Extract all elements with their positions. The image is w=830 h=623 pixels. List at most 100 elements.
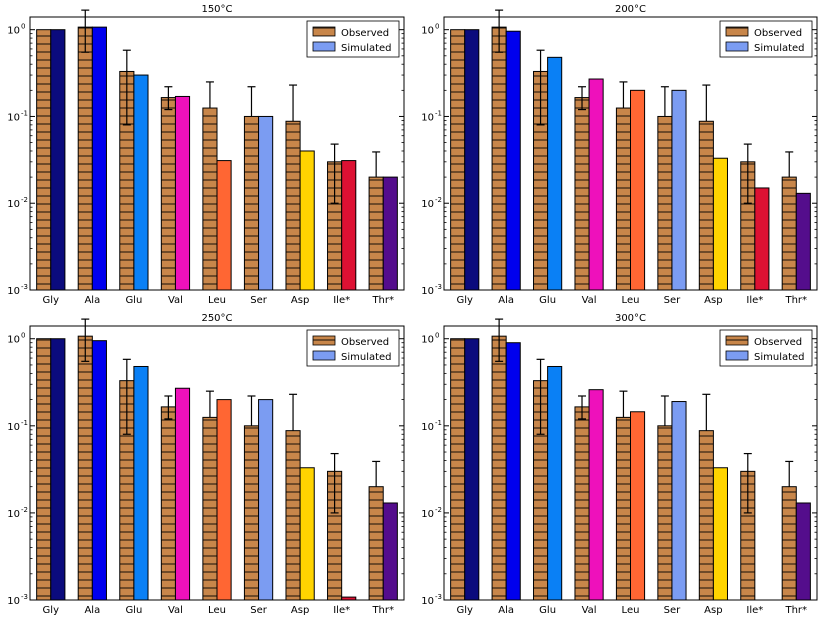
simulated-bar <box>464 338 480 601</box>
simulated-bar <box>795 192 811 291</box>
y-tick-exponent: -1 <box>435 109 442 117</box>
y-tick-exponent: -2 <box>21 506 28 514</box>
x-tick-label: Glu <box>539 605 556 616</box>
simulated-bar <box>299 467 315 601</box>
x-tick-label: Ile* <box>746 605 763 616</box>
simulated-bar <box>671 401 687 601</box>
observed-bar <box>698 430 714 601</box>
simulated-bar <box>505 30 521 291</box>
y-tick-label: 10 <box>421 112 434 123</box>
x-tick-label: Ala <box>84 295 100 306</box>
x-tick-label: Ala <box>498 295 514 306</box>
legend-label-observed: Observed <box>341 28 389 39</box>
y-tick-label: 10 <box>421 335 434 346</box>
y-tick-label: 10 <box>421 596 434 607</box>
observed-bar <box>657 425 673 601</box>
observed-bar <box>77 335 93 601</box>
x-tick-label: Val <box>582 295 597 306</box>
chart-title: 150°C <box>201 4 232 15</box>
y-tick-label: 10 <box>7 199 20 210</box>
observed-bar <box>285 120 301 291</box>
y-tick-label: 10 <box>7 112 20 123</box>
x-tick-label: Ile* <box>333 295 350 306</box>
x-tick-label: Glu <box>539 295 556 306</box>
simulated-bar <box>341 160 357 291</box>
y-tick-exponent: -3 <box>435 593 442 601</box>
x-tick-label: Val <box>582 605 597 616</box>
y-tick-label: 10 <box>7 596 20 607</box>
x-tick-label: Glu <box>125 605 142 616</box>
y-tick-exponent: -2 <box>435 506 442 514</box>
x-tick-label: Thr* <box>371 605 394 616</box>
x-tick-label: Leu <box>622 605 640 616</box>
simulated-bar <box>133 74 149 291</box>
simulated-bar <box>505 342 521 601</box>
simulated-bar <box>630 411 646 601</box>
y-tick-label: 10 <box>7 509 20 520</box>
simulated-bar <box>50 29 66 291</box>
x-tick-label: Asp <box>291 295 309 306</box>
x-tick-label: Ala <box>498 605 514 616</box>
y-tick-label: 10 <box>421 422 434 433</box>
legend-swatch-simulated <box>725 350 749 361</box>
observed-bar <box>243 115 260 291</box>
legend-label-observed: Observed <box>754 337 802 348</box>
observed-bar <box>36 338 52 601</box>
simulated-bar <box>216 399 232 601</box>
x-tick-label: Glu <box>125 295 142 306</box>
legend-label-simulated: Simulated <box>341 352 392 363</box>
simulated-bar <box>671 89 687 291</box>
legend-swatch-simulated <box>312 41 336 52</box>
observed-bar <box>285 430 301 601</box>
observed-bar <box>615 107 631 291</box>
plot-frame <box>443 16 818 291</box>
legend-label-simulated: Simulated <box>754 43 805 54</box>
y-tick-label: 10 <box>421 286 434 297</box>
y-tick-label: 10 <box>7 26 20 37</box>
y-tick-exponent: 0 <box>435 23 439 31</box>
y-tick-exponent: -1 <box>21 109 28 117</box>
y-tick-label: 10 <box>421 199 434 210</box>
observed-bar <box>202 107 218 291</box>
plot-frame <box>29 325 405 601</box>
legend-label-simulated: Simulated <box>341 43 392 54</box>
x-tick-label: Gly <box>456 295 473 306</box>
x-tick-label: Leu <box>208 295 226 306</box>
x-tick-label: Val <box>168 295 183 306</box>
y-tick-exponent: -1 <box>21 419 28 427</box>
simulated-bar <box>258 399 274 601</box>
observed-bar <box>698 120 714 291</box>
x-tick-label: Ile* <box>746 295 763 306</box>
observed-bar <box>450 29 466 291</box>
y-tick-label: 10 <box>421 509 434 520</box>
simulated-bar <box>464 29 480 291</box>
simulated-bar <box>216 160 232 291</box>
chart-title: 200°C <box>615 4 646 15</box>
x-tick-label: Ser <box>664 295 682 306</box>
legend-swatch-observed <box>312 26 336 37</box>
legend-label-observed: Observed <box>341 337 389 348</box>
legend-swatch-simulated <box>312 350 336 361</box>
x-tick-label: Leu <box>622 295 640 306</box>
x-tick-label: Ala <box>84 605 100 616</box>
y-tick-exponent: -3 <box>21 593 28 601</box>
simulated-bar <box>382 502 398 601</box>
simulated-bar <box>547 365 563 601</box>
legend-swatch-observed <box>312 335 336 346</box>
x-tick-label: Val <box>168 605 183 616</box>
x-tick-label: Asp <box>704 605 722 616</box>
y-tick-exponent: -2 <box>21 196 28 204</box>
observed-bar <box>36 29 52 291</box>
x-tick-label: Thr* <box>784 295 807 306</box>
y-tick-exponent: 0 <box>21 23 25 31</box>
observed-bar <box>368 486 384 601</box>
y-tick-exponent: 0 <box>21 332 25 340</box>
x-tick-label: Thr* <box>371 295 394 306</box>
simulated-bar <box>588 389 604 601</box>
x-tick-label: Ser <box>250 605 268 616</box>
y-tick-exponent: -2 <box>435 196 442 204</box>
simulated-bar <box>174 387 191 601</box>
